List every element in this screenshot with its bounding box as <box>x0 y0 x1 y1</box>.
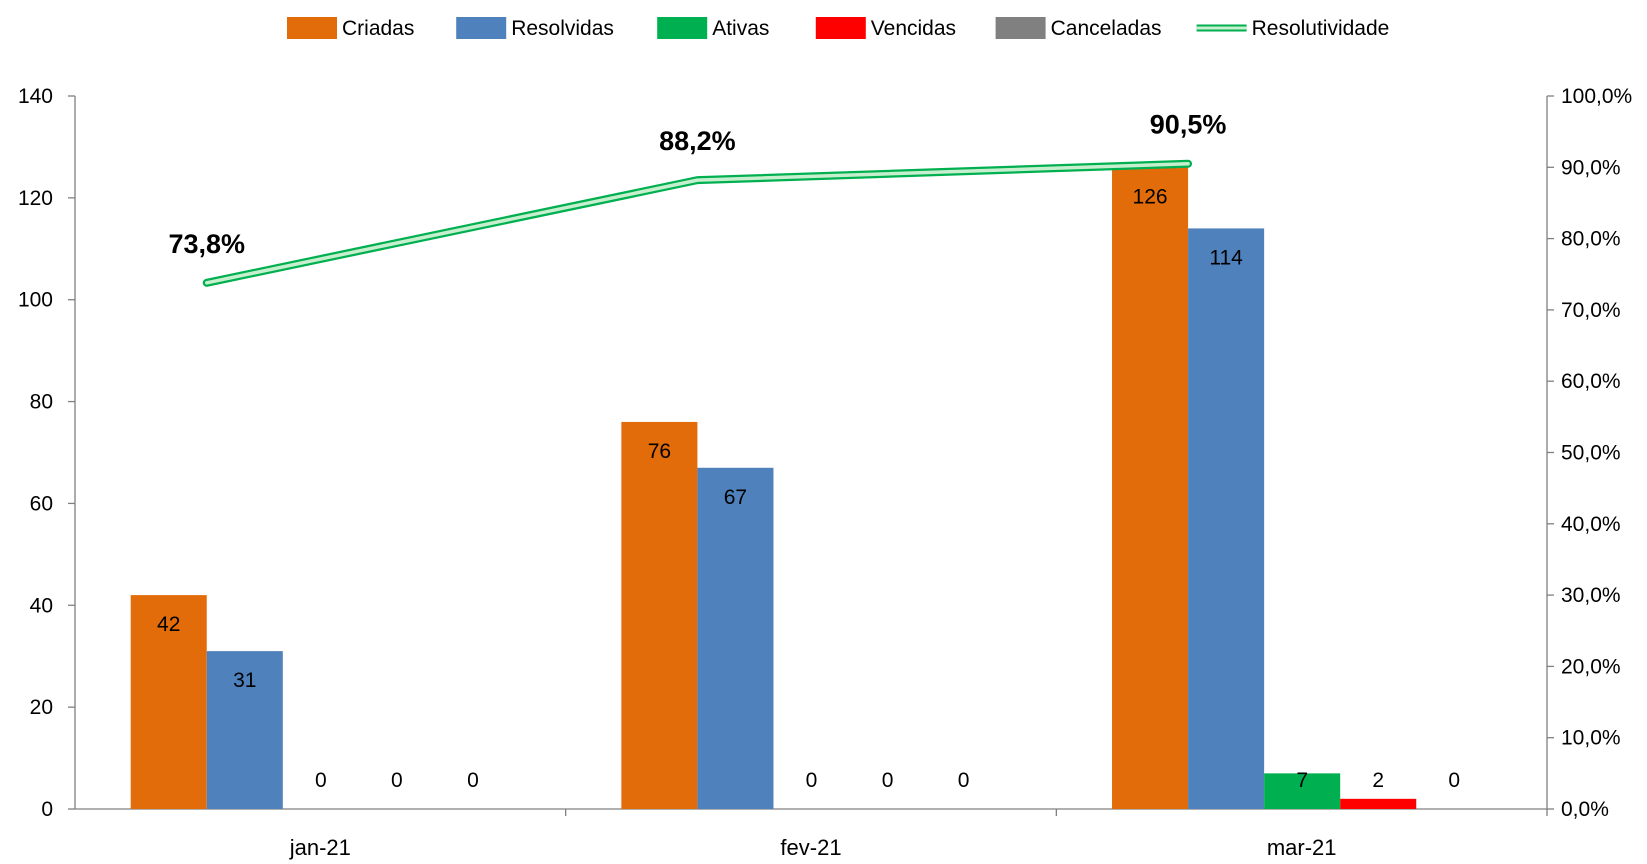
legend-item-canceladas: Canceladas <box>995 17 1162 40</box>
legend-item-criadas: Criadas <box>287 17 414 40</box>
y-tick-label: 60 <box>30 492 53 515</box>
x-tick-label: jan-21 <box>289 835 351 860</box>
data-label-ativas-jan-21: 0 <box>315 769 327 792</box>
x-tick-label: mar-21 <box>1267 835 1337 860</box>
legend-swatch-ativas <box>657 17 708 39</box>
legend-item-ativas: Ativas <box>657 17 769 40</box>
y2-tick-label: 90,0% <box>1561 156 1621 179</box>
y2-tick-label: 0,0% <box>1561 798 1609 821</box>
y2-tick-label: 20,0% <box>1561 655 1621 678</box>
bar-resolvidas-jan-21 <box>206 651 283 809</box>
resolutividade-label-fev-21: 88,2% <box>659 126 736 156</box>
y-tick-label: 20 <box>30 696 53 719</box>
data-label-canceladas-jan-21: 0 <box>467 769 479 792</box>
data-label-criadas-jan-21: 42 <box>157 613 180 636</box>
legend-swatch-vencidas <box>815 17 866 39</box>
bar-resolvidas-mar-21 <box>1188 228 1265 809</box>
y-tick-label: 100 <box>18 289 53 312</box>
bar-resolvidas-fev-21 <box>697 467 774 809</box>
resolutividade-label-mar-21: 90,5% <box>1150 110 1227 140</box>
y2-tick-label: 10,0% <box>1561 727 1621 750</box>
data-label-canceladas-mar-21: 0 <box>1448 769 1460 792</box>
y2-tick-label: 70,0% <box>1561 299 1621 322</box>
y-tick-label: 140 <box>18 85 53 108</box>
axes: 0204060801001201400,0%10,0%20,0%30,0%40,… <box>18 85 1632 860</box>
data-label-vencidas-fev-21: 0 <box>882 769 894 792</box>
data-label-ativas-mar-21: 7 <box>1296 769 1308 792</box>
legend-swatch-canceladas <box>995 17 1046 39</box>
data-label-resolvidas-fev-21: 67 <box>724 486 747 509</box>
bar-criadas-fev-21 <box>621 421 698 809</box>
data-label-resolvidas-mar-21: 114 <box>1209 246 1243 269</box>
data-label-vencidas-mar-21: 2 <box>1372 769 1384 792</box>
legend: Criadas Resolvidas Ativas Vencidas Cancelada… <box>287 17 1389 40</box>
x-tick-label: fev-21 <box>780 835 841 860</box>
legend-item-vencidas: Vencidas <box>815 17 956 40</box>
legend-item-resolvidas: Resolvidas <box>456 17 614 40</box>
y2-tick-label: 80,0% <box>1561 228 1621 251</box>
legend-label-vencidas: Vencidas <box>871 17 956 40</box>
y2-tick-label: 60,0% <box>1561 370 1621 393</box>
y-tick-label: 120 <box>18 187 53 210</box>
legend-item-resolutividade: Resolutividade <box>1196 17 1390 40</box>
bar-criadas-mar-21 <box>1112 167 1189 810</box>
bar-ativas-mar-21 <box>1264 773 1341 809</box>
bar-criadas-jan-21 <box>130 595 207 809</box>
data-label-resolvidas-jan-21: 31 <box>233 669 256 692</box>
y-tick-label: 40 <box>30 594 53 617</box>
y2-tick-label: 50,0% <box>1561 442 1621 465</box>
legend-label-resolutividade: Resolutividade <box>1252 17 1390 40</box>
legend-label-ativas: Ativas <box>712 17 769 40</box>
legend-label-criadas: Criadas <box>342 17 414 40</box>
bar-vencidas-mar-21 <box>1340 798 1417 809</box>
legend-label-resolvidas: Resolvidas <box>511 17 614 40</box>
y2-tick-label: 30,0% <box>1561 584 1621 607</box>
y-tick-label: 0 <box>41 798 53 821</box>
resolutividade-line <box>202 159 1193 287</box>
data-labels: 42 76 126 31 67 114 0 0 7 0 0 2 0 0 0 73,8% 88,2% 90,5% <box>157 110 1460 792</box>
legend-label-canceladas: Canceladas <box>1051 17 1162 40</box>
legend-swatch-criadas <box>287 17 337 39</box>
data-label-vencidas-jan-21: 0 <box>391 769 403 792</box>
y2-tick-label: 40,0% <box>1561 513 1621 536</box>
resolutividade-label-jan-21: 73,8% <box>168 229 245 259</box>
data-label-criadas-fev-21: 76 <box>648 440 671 463</box>
bars <box>130 167 1417 810</box>
y2-tick-label: 100,0% <box>1561 85 1632 108</box>
data-label-ativas-fev-21: 0 <box>806 769 818 792</box>
y-tick-label: 80 <box>30 391 53 414</box>
legend-swatch-resolvidas <box>456 17 507 39</box>
resolutividade-line-inner <box>204 161 1190 285</box>
data-label-canceladas-fev-21: 0 <box>958 769 970 792</box>
data-label-criadas-mar-21: 126 <box>1133 185 1168 208</box>
